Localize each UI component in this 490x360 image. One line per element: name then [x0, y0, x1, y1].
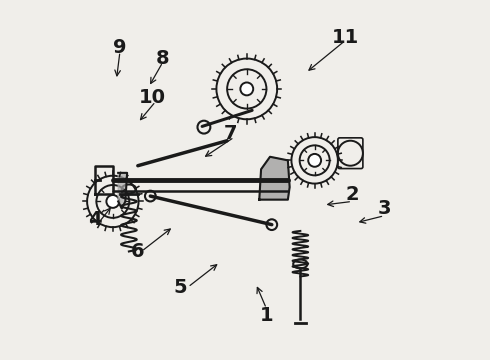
Circle shape: [241, 82, 253, 95]
Text: 1: 1: [260, 306, 273, 325]
Text: 5: 5: [174, 278, 188, 297]
Text: 7: 7: [224, 124, 238, 143]
Circle shape: [106, 195, 119, 208]
Text: 4: 4: [88, 210, 102, 229]
Circle shape: [308, 154, 321, 167]
Text: 3: 3: [378, 199, 391, 218]
Text: 10: 10: [139, 88, 166, 107]
Polygon shape: [259, 157, 290, 200]
Text: 8: 8: [156, 49, 170, 68]
Text: 9: 9: [113, 38, 127, 57]
Polygon shape: [118, 173, 127, 208]
Text: 2: 2: [345, 185, 359, 204]
Text: 11: 11: [331, 28, 359, 46]
Text: 6: 6: [131, 242, 145, 261]
